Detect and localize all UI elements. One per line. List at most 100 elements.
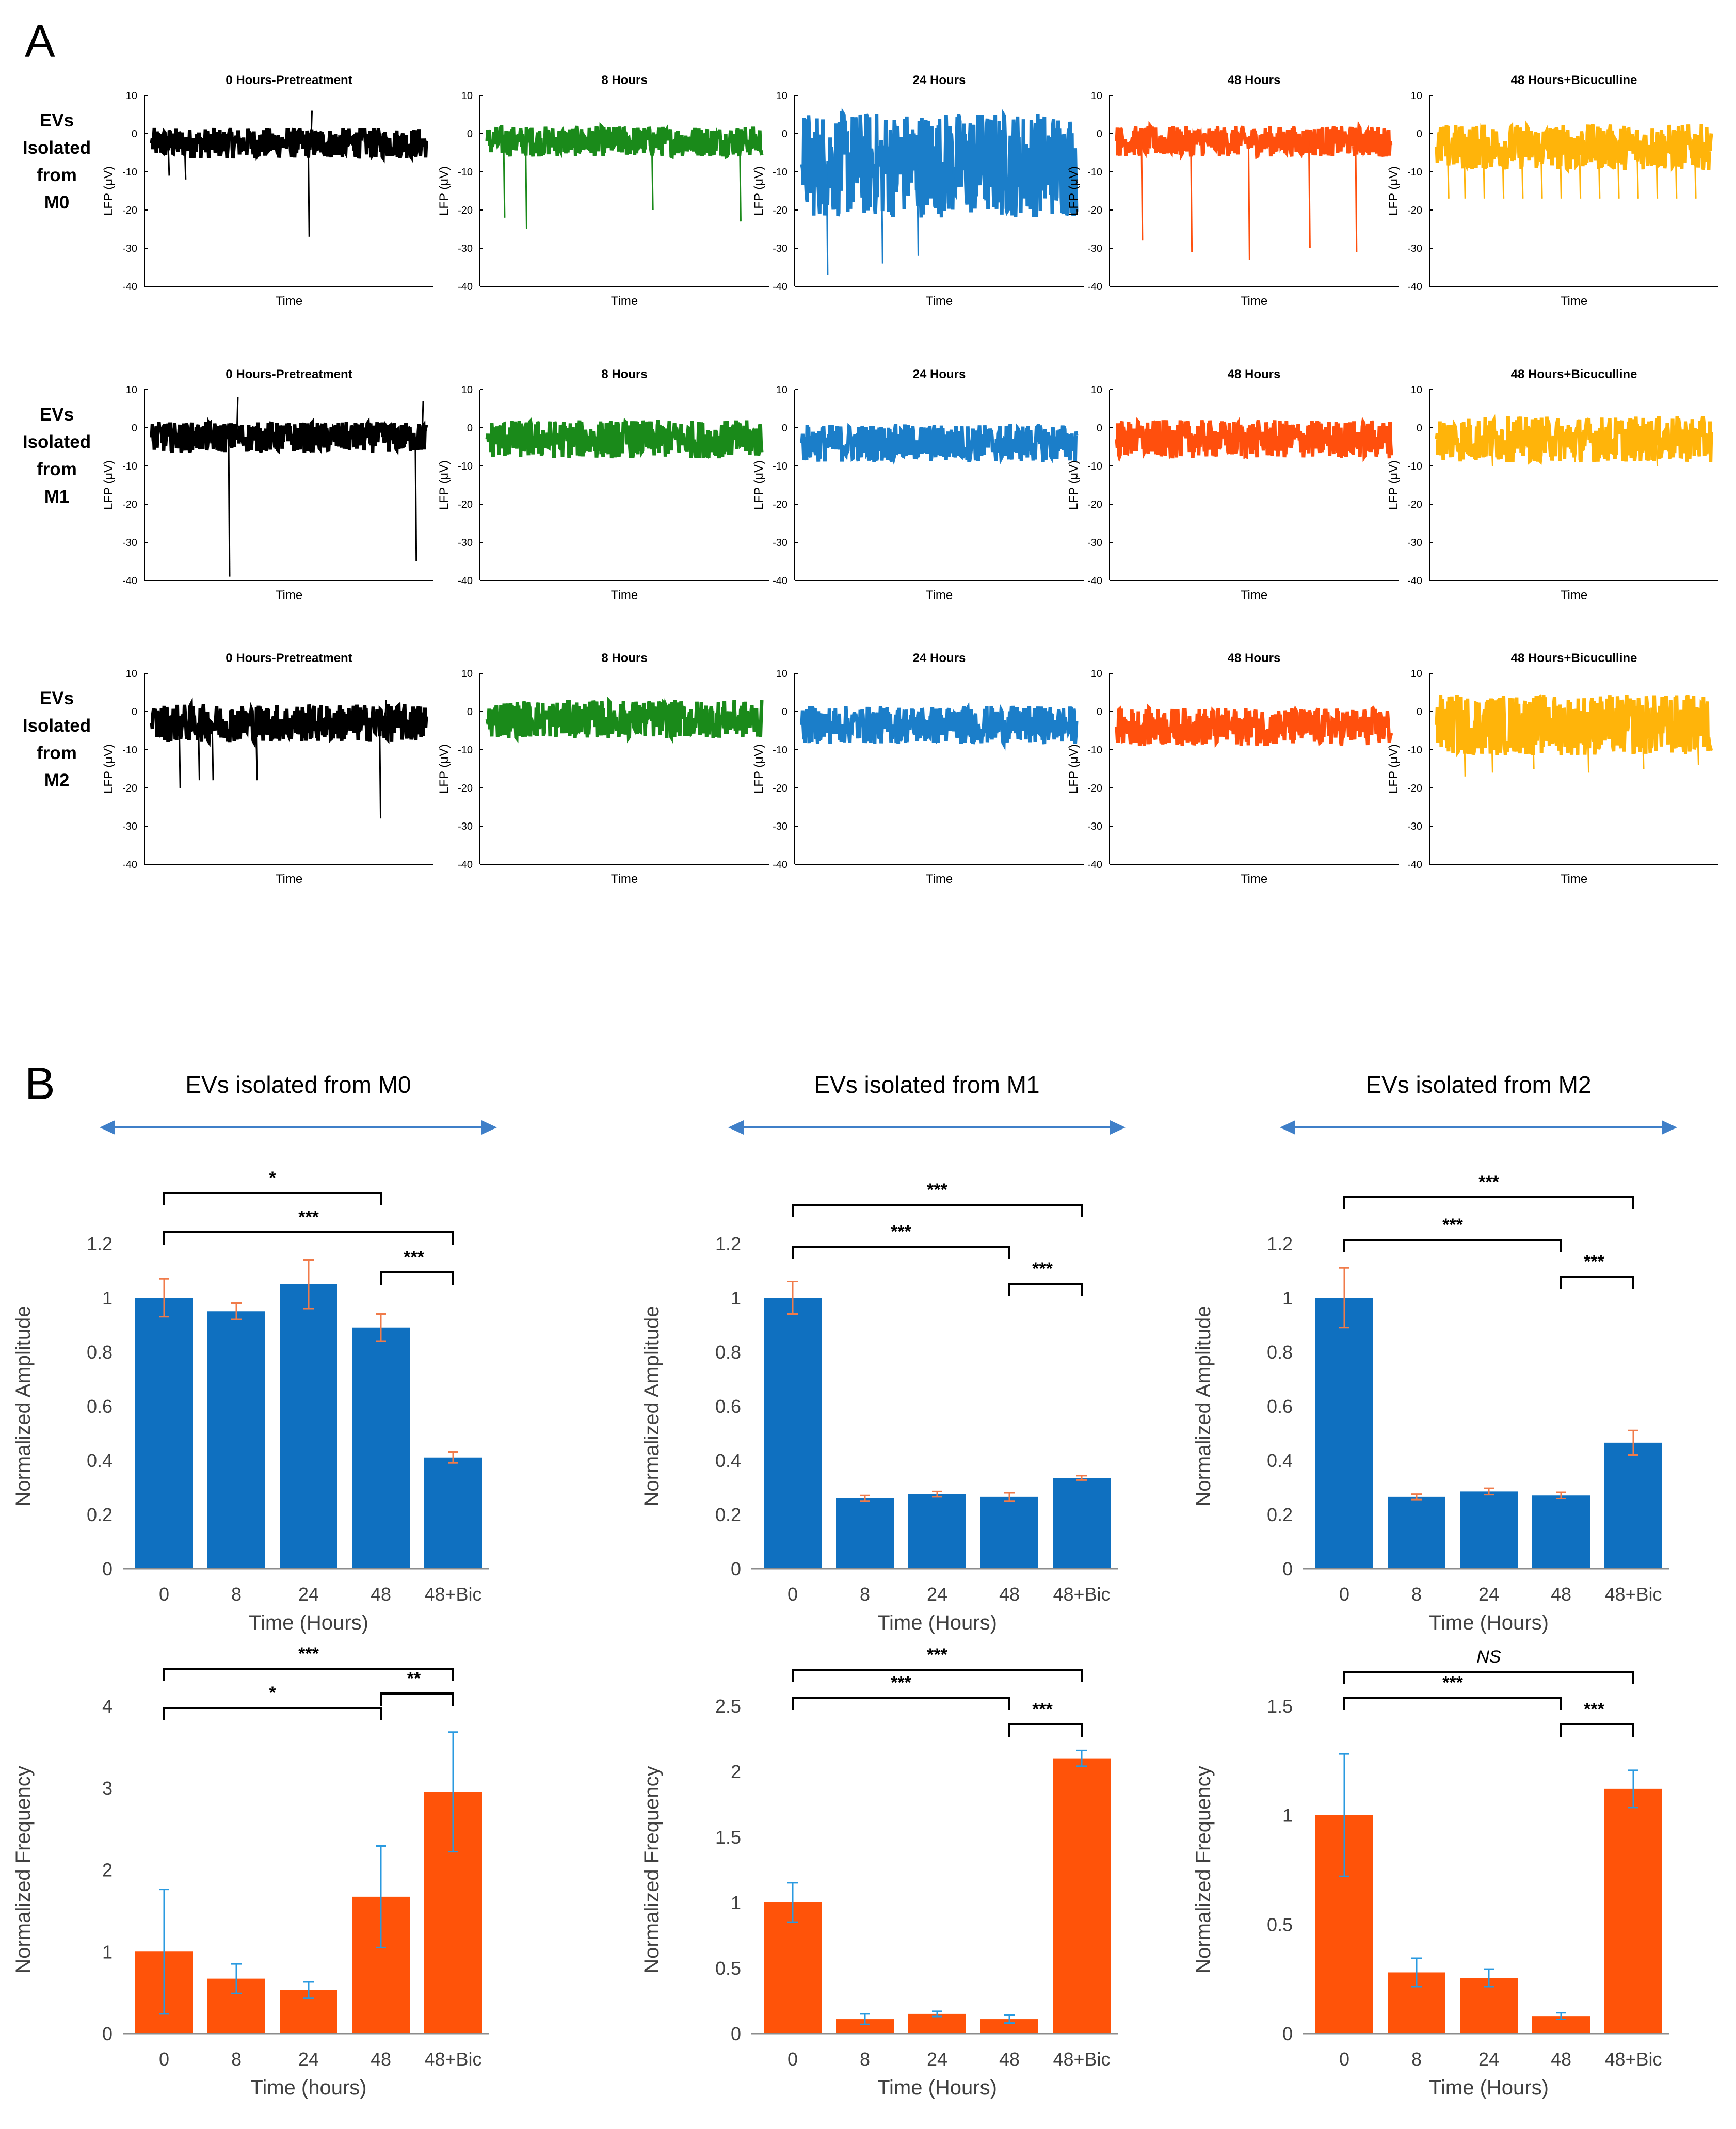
- y-tick-label: 10: [1091, 384, 1102, 396]
- y-axis-label: Normalized Amplitude: [640, 1305, 663, 1506]
- lfp-trace-panel: 48 Hours 10 0 -10 -20 -30 -40 LFP (μV) Time: [1067, 367, 1399, 602]
- y-tick-label: -40: [1407, 575, 1422, 587]
- significance-bracket: [163, 1707, 382, 1720]
- y-tick-label: 10: [1411, 668, 1422, 680]
- x-axis-label: Time: [276, 872, 302, 886]
- lfp-trace-panel: 48 Hours+Bicuculline 10 0 -10 -20 -30 -40 LFP (…: [1387, 651, 1718, 886]
- lfp-spike: [1696, 724, 1699, 765]
- y-tick-label: 0: [1097, 128, 1102, 140]
- y-axis-label: LFP (μV): [102, 460, 116, 510]
- y-tick-label: -30: [773, 537, 787, 549]
- y-tick-label: -40: [773, 859, 787, 870]
- significance-label: ***: [891, 1673, 911, 1692]
- y-tick-label: -40: [1087, 281, 1102, 293]
- panel-label-a: A: [25, 15, 55, 67]
- y-tick-label: -20: [773, 499, 787, 510]
- lfp-spike: [307, 143, 310, 237]
- trace-panel-title: 0 Hours-Pretreatment: [226, 73, 352, 87]
- y-tick-label: -30: [1407, 243, 1422, 254]
- trace-panel-title: 0 Hours-Pretreatment: [226, 651, 352, 665]
- y-tick-label: -20: [773, 783, 787, 794]
- y-axis-label: LFP (μV): [1387, 166, 1401, 216]
- y-tick-label: -20: [773, 205, 787, 216]
- y-tick-label: 10: [461, 668, 473, 680]
- row-label-line: EVs: [40, 688, 74, 708]
- y-axis-label: LFP (μV): [437, 166, 451, 216]
- y-tick-label: -40: [122, 859, 137, 870]
- y-tick-label: 0.6: [87, 1396, 112, 1417]
- x-tick-label: 0: [787, 1584, 798, 1605]
- y-tick-label: 1: [1282, 1805, 1293, 1826]
- arrow-right-head: [1110, 1120, 1126, 1135]
- significance-bracket: [380, 1271, 454, 1285]
- y-tick-label: 2: [731, 1761, 741, 1782]
- x-axis-label: Time: [926, 588, 953, 602]
- x-axis-label: Time (Hours): [1429, 2076, 1549, 2099]
- row-label-line: Isolated: [23, 138, 91, 158]
- y-tick-label: 0.5: [1267, 1914, 1293, 1935]
- y-tick-label: -30: [122, 537, 137, 549]
- y-tick-label: 10: [1091, 668, 1102, 680]
- x-tick-label: 48: [371, 1584, 391, 1605]
- y-tick-label: 0.2: [715, 1504, 741, 1525]
- trace-panel-title: 48 Hours+Bicuculline: [1511, 651, 1637, 665]
- y-axis-label: LFP (μV): [437, 460, 451, 510]
- y-tick-label: 0: [132, 706, 137, 718]
- y-tick-label: 0: [731, 2023, 741, 2044]
- x-tick-label: 24: [298, 1584, 319, 1605]
- x-tick-label: 8: [231, 1584, 242, 1605]
- lfp-spike: [236, 397, 239, 438]
- lfp-trace-line: [1435, 120, 1713, 174]
- y-axis-label: LFP (μV): [1067, 460, 1081, 510]
- lfp-spike: [1140, 141, 1144, 241]
- y-tick-label: -20: [122, 205, 137, 216]
- y-tick-label: -30: [458, 537, 473, 549]
- bar-chart: 0 0.5 1 1.5 Normalized Frequency 0 8 24 48 48+Bic…: [1192, 1647, 1669, 2099]
- y-tick-label: 10: [776, 384, 787, 396]
- significance-label: ***: [1032, 1259, 1053, 1279]
- y-tick-label: 10: [1411, 90, 1422, 102]
- lfp-spike: [1463, 724, 1466, 777]
- x-tick-label: 48+Bic: [424, 2049, 481, 2070]
- lfp-spike: [384, 700, 387, 723]
- trace-panel-title: 48 Hours: [1228, 651, 1281, 665]
- y-tick-label: -20: [122, 499, 137, 510]
- lfp-spike: [255, 723, 258, 781]
- y-tick-label: -20: [1087, 783, 1102, 794]
- y-tick-label: 0.4: [1267, 1450, 1293, 1471]
- y-tick-label: 0: [782, 128, 787, 140]
- significance-label: ***: [298, 1207, 319, 1227]
- y-tick-label: -10: [122, 745, 137, 756]
- y-tick-label: -20: [122, 783, 137, 794]
- lfp-trace-panel: 0 Hours-Pretreatment 10 0 -10 -20 -30 -40 LFP (…: [102, 73, 433, 308]
- y-tick-label: 10: [461, 90, 473, 102]
- bar: [908, 1494, 966, 1569]
- lfp-spike: [1694, 147, 1697, 199]
- significance-bracket: [1008, 1723, 1083, 1737]
- y-tick-label: -10: [122, 461, 137, 472]
- lfp-trace-panel: 0 Hours-Pretreatment 10 0 -10 -20 -30 -40 LFP (…: [102, 651, 433, 886]
- lfp-trace-line: [1115, 120, 1393, 162]
- lfp-spike: [1587, 724, 1590, 773]
- trace-panel-title: 24 Hours: [913, 367, 966, 381]
- lfp-trace-line: [150, 127, 428, 164]
- x-tick-label: 48+Bic: [1053, 2049, 1110, 2070]
- significance-label: ***: [927, 1645, 947, 1665]
- y-tick-label: -40: [458, 575, 473, 587]
- significance-bracket: [1343, 1239, 1562, 1252]
- y-tick-label: -40: [458, 859, 473, 870]
- y-axis-label: Normalized Amplitude: [1192, 1305, 1215, 1506]
- row-label-line: EVs: [40, 405, 74, 425]
- y-tick-label: -30: [1087, 537, 1102, 549]
- row-label-line: Isolated: [23, 432, 91, 452]
- y-tick-label: -20: [1087, 205, 1102, 216]
- y-tick-label: -20: [1087, 499, 1102, 510]
- y-tick-label: 0: [731, 1558, 741, 1579]
- y-tick-label: 1: [731, 1287, 741, 1309]
- x-tick-label: 0: [787, 2049, 798, 2070]
- bar: [135, 1298, 193, 1569]
- group-title: EVs isolated from M2: [1365, 1071, 1591, 1098]
- lfp-trace-line: [1435, 694, 1713, 758]
- significance-bracket: [1343, 1196, 1634, 1209]
- y-tick-label: -10: [773, 167, 787, 178]
